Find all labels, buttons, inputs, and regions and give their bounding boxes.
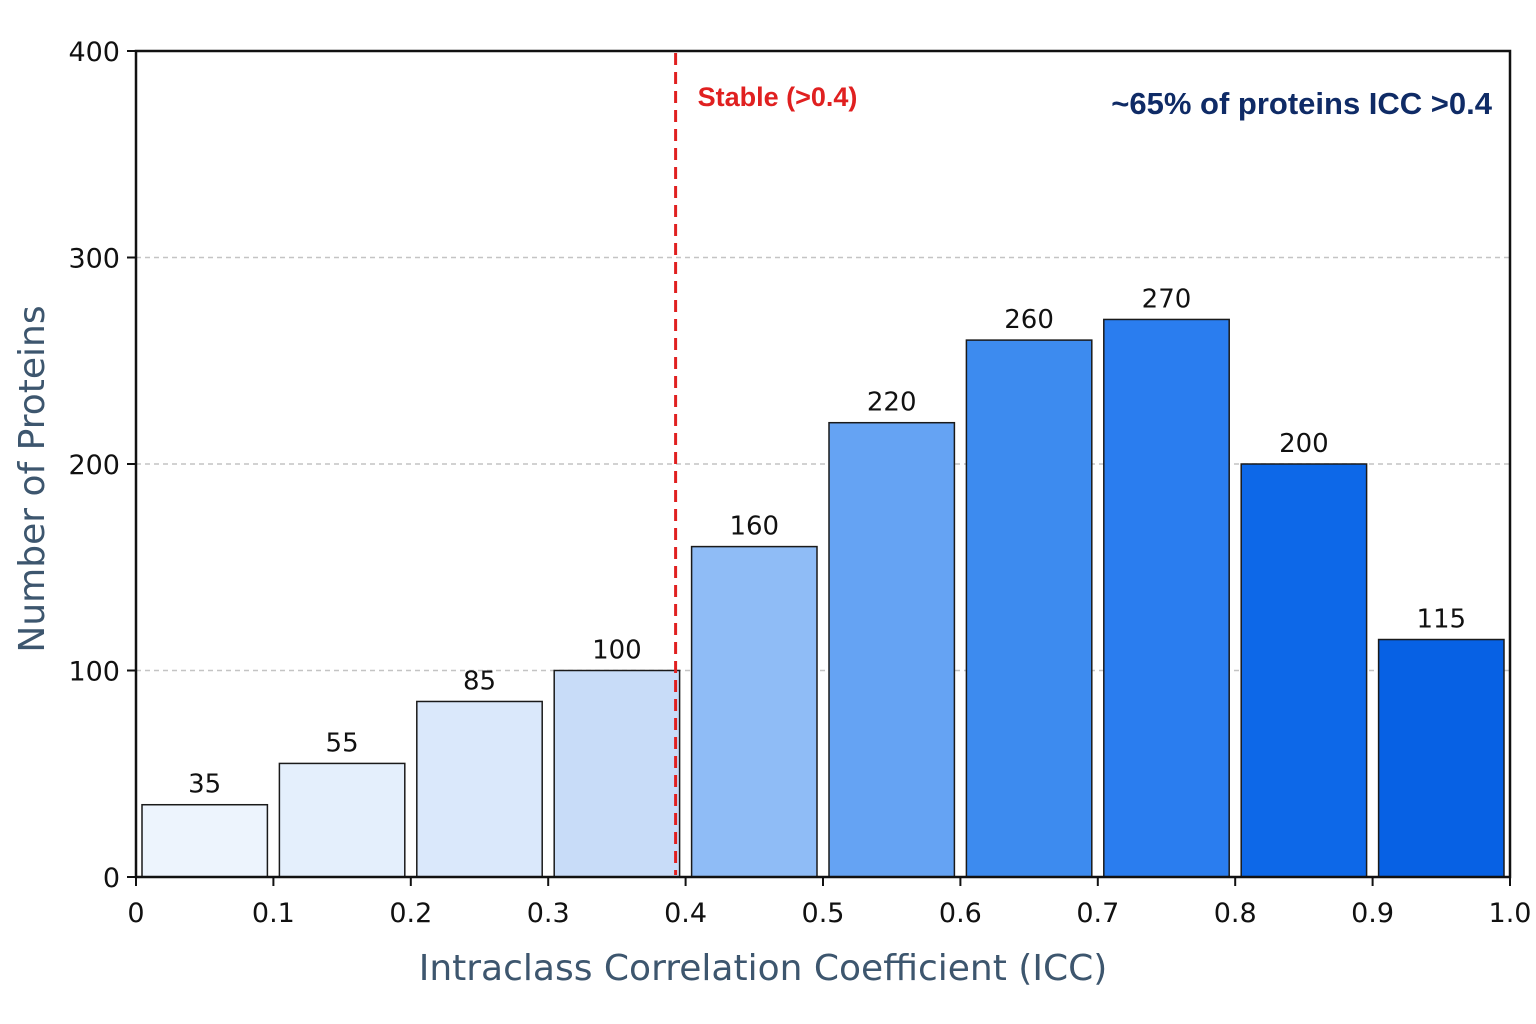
bar [690, 545, 818, 878]
bar [965, 339, 1093, 878]
data-label: 260 [1004, 305, 1054, 335]
x-tick-label: 0.2 [389, 898, 432, 929]
data-label: 200 [1279, 429, 1329, 459]
x-tick-label: 0.9 [1351, 898, 1394, 929]
data-label: 220 [867, 388, 917, 418]
y-tick-label: 200 [68, 450, 120, 481]
bar [1103, 318, 1230, 878]
bar [141, 803, 269, 878]
data-label: 115 [1416, 605, 1466, 635]
y-tick-label: 0 [103, 863, 120, 894]
x-tick-label: 0.6 [939, 898, 982, 929]
bars [141, 318, 1505, 878]
stable-share-annotation: ~65% of proteins ICC >0.4 [1111, 86, 1492, 121]
x-tick-label: 0.5 [802, 898, 845, 929]
bar [1377, 638, 1505, 878]
x-tick-label: 0.7 [1076, 898, 1119, 929]
data-label: 35 [188, 770, 221, 800]
y-axis: 0 100 200 300 400 [68, 37, 136, 894]
x-tick-label: 0.3 [527, 898, 570, 929]
y-axis-title: Number of Proteins [12, 305, 53, 652]
data-label: 100 [592, 636, 642, 666]
x-axis: 0 0.1 0.2 0.3 0.4 0.5 0.6 0.7 0.8 0.9 1.0 [127, 877, 1531, 929]
bar [1240, 463, 1368, 878]
y-tick-label: 300 [68, 244, 120, 275]
x-tick-label: 0 [127, 898, 144, 929]
x-tick-label: 0.4 [664, 898, 707, 929]
x-tick-label: 1.0 [1489, 898, 1532, 929]
y-tick-label: 400 [68, 37, 120, 68]
y-tick-label: 100 [68, 657, 120, 688]
x-axis-title: Intraclass Correlation Coefficient (ICC) [419, 948, 1108, 989]
data-label: 270 [1142, 284, 1192, 314]
bar [416, 700, 543, 878]
threshold-label: Stable (>0.4) [698, 82, 858, 112]
data-label: 55 [326, 728, 359, 758]
x-tick-label: 0.8 [1214, 898, 1257, 929]
data-label: 160 [729, 512, 779, 542]
x-tick-label: 0.1 [252, 898, 295, 929]
bar [828, 421, 956, 878]
bar [553, 669, 681, 878]
bar [278, 762, 406, 878]
data-label: 85 [463, 666, 496, 696]
data-labels: 35 55 85 100 160 220 260 270 200 115 [188, 284, 1466, 799]
